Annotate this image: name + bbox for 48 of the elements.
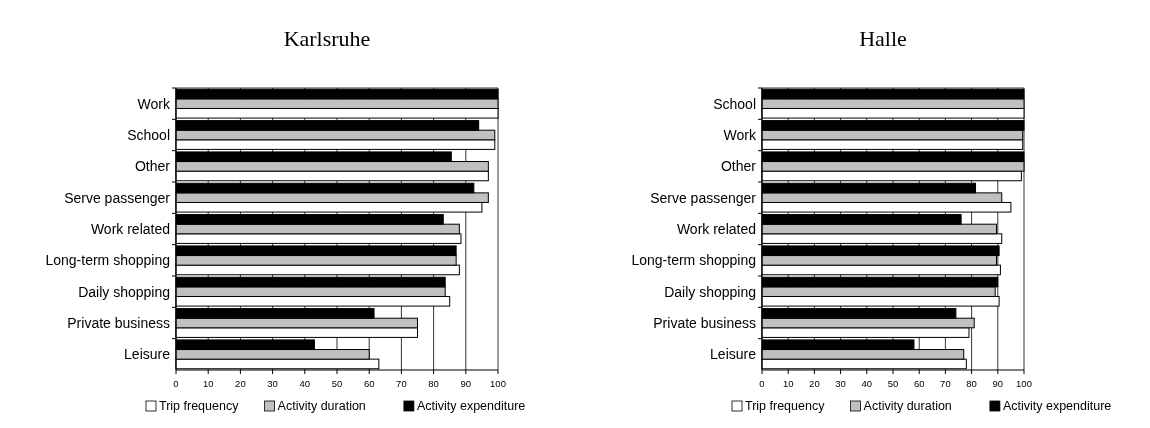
x-tick-label: 90	[992, 378, 1004, 389]
y-tick-label: Work	[723, 127, 757, 143]
y-tick-label: Work	[137, 95, 171, 112]
x-tick-label: 50	[887, 378, 899, 389]
x-tick-label: 30	[835, 378, 846, 389]
x-tick-label: 40	[861, 378, 873, 389]
legend-label: Activity expenditure	[416, 399, 526, 413]
y-tick-label: Serve passenger	[650, 189, 757, 206]
legend-label: Activity expenditure	[1002, 399, 1112, 413]
x-tick-label: 10	[782, 378, 794, 389]
y-tick-label: Leisure	[710, 346, 757, 363]
x-tick-label: 90	[460, 378, 472, 389]
x-tick-label: 0	[173, 378, 179, 389]
x-tick-label: 20	[235, 378, 246, 389]
x-tick-label: 80	[428, 378, 439, 389]
x-tick-label: 0	[759, 378, 765, 389]
y-tick-label: Leisure	[124, 346, 171, 363]
y-tick-label: School	[713, 95, 756, 112]
y-tick-label: Long-term shopping	[631, 252, 756, 269]
legend-label: Trip frequency	[159, 399, 240, 413]
y-tick-label: Work related	[90, 221, 170, 237]
y-tick-label: School	[127, 127, 170, 143]
x-tick-label: 40	[299, 378, 311, 389]
x-tick-label: 70	[396, 378, 407, 389]
x-tick-label: 100	[1016, 378, 1032, 389]
x-tick-label: 60	[363, 378, 375, 389]
y-tick-label: Daily shopping	[78, 283, 170, 300]
y-tick-label: Daily shopping	[664, 283, 756, 300]
x-tick-label: 30	[267, 378, 278, 389]
y-tick-label: Other	[134, 158, 171, 175]
x-tick-label: 70	[940, 378, 951, 389]
y-tick-label: Other	[720, 158, 757, 175]
y-tick-label: Long-term shopping	[45, 252, 170, 269]
chart-title: Halle	[859, 26, 907, 51]
x-tick-label: 20	[809, 378, 820, 389]
y-tick-label: Serve passenger	[64, 189, 171, 206]
x-tick-label: 100	[490, 378, 506, 389]
y-tick-label: Private business	[653, 315, 756, 331]
x-tick-label: 80	[966, 378, 977, 389]
x-tick-label: 50	[331, 378, 343, 389]
y-tick-label: Private business	[67, 315, 170, 331]
legend-label: Activity duration	[863, 399, 952, 413]
legend-label: Activity duration	[277, 399, 366, 413]
chart-title: Karlsruhe	[283, 26, 371, 51]
x-tick-label: 60	[913, 378, 925, 389]
x-tick-label: 10	[202, 378, 214, 389]
legend-label: Trip frequency	[745, 399, 826, 413]
y-tick-label: Work related	[676, 221, 756, 237]
